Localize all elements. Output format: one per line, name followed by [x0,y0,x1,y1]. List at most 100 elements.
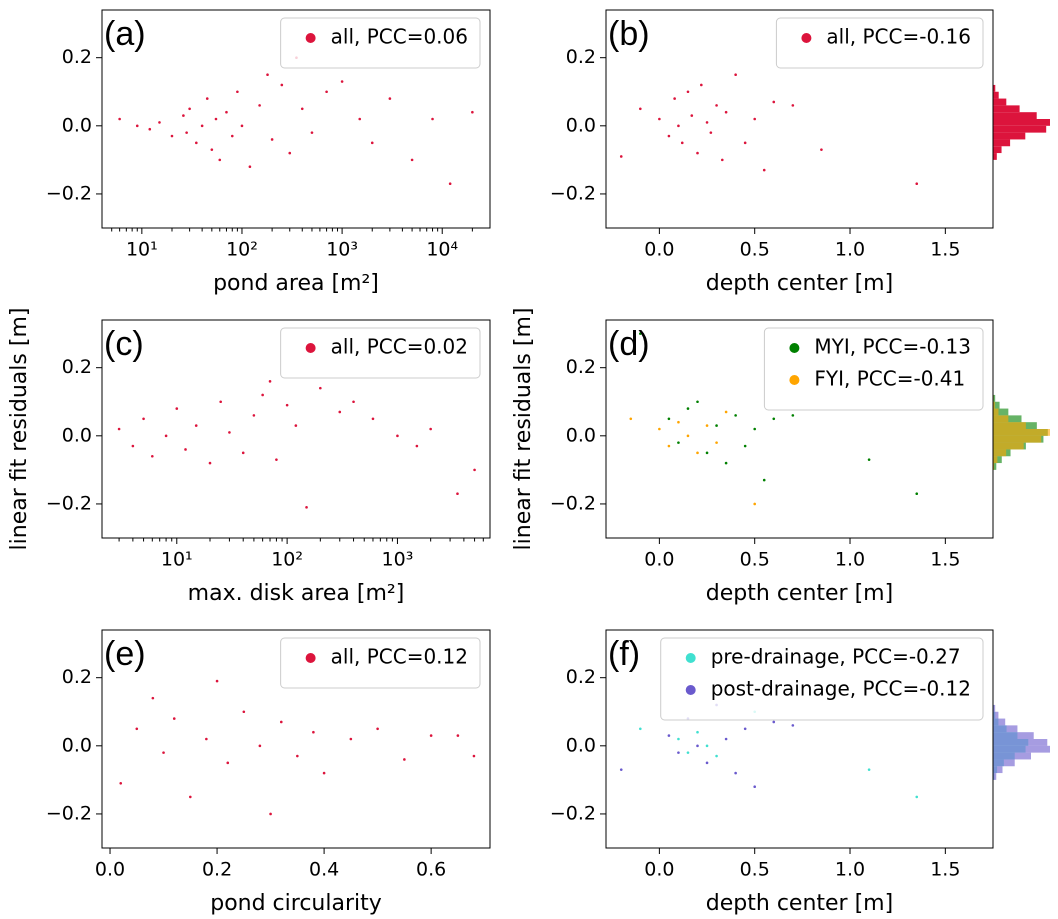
panel: 0.0 0.5 1.0 1.5 −0.2 0.0 0.2 (f) depth center [m… [550,629,1050,916]
point [753,117,756,121]
hist-bar [993,725,1018,733]
point [135,124,139,128]
axes-frame [101,319,491,539]
point [261,393,264,397]
point [184,448,187,451]
point [915,492,919,496]
point [275,458,278,461]
point [131,444,135,448]
point [175,407,179,410]
point [677,420,680,424]
point [456,734,460,737]
point [753,427,756,431]
point [791,724,795,727]
hist-bar [993,408,1009,416]
x-tick-label: 10³ [326,239,358,261]
point [370,141,374,145]
x-tick-label: 0.6 [416,859,446,881]
point [305,506,308,509]
point [915,182,919,186]
panel: 0.0 0.5 1.0 1.5 −0.2 0.0 0.2 (d) depth center [m… [511,308,1050,606]
point [236,90,239,94]
point [715,424,718,427]
legend-label: all, PCC=0.06 [331,25,468,49]
point [431,117,434,121]
points [118,56,474,186]
legend-box [775,17,984,69]
point [686,751,690,754]
legend-box [763,327,984,411]
point [162,751,165,754]
point [200,124,204,128]
point [258,744,262,748]
point [997,159,1000,162]
legend-box [280,17,481,69]
hist-bar [993,98,1007,106]
x-tick-label: 0.5 [740,239,770,261]
x-tick-label: 0.0 [95,859,125,881]
hist-bar [993,105,1020,113]
point [705,744,709,748]
point [762,478,766,482]
point [658,117,661,121]
point [240,124,244,128]
point [820,148,823,151]
point [172,717,176,720]
point [705,451,709,455]
point [724,737,728,741]
x-tick-label: 0.0 [644,859,674,881]
legend-marker [305,33,316,43]
point [705,761,709,765]
axes-frame [101,9,491,229]
point [219,400,222,404]
legend: all, PCC=0.06 [280,17,481,69]
legend-label: all, PCC=0.02 [331,335,468,359]
point [194,424,198,427]
hist-bar [993,139,1011,147]
hist-bar [993,752,1031,760]
x-tick-label: 10² [271,549,303,571]
point [218,158,222,162]
x-axis-label: max. disk area [m²] [188,581,405,606]
point [358,117,362,121]
hist-bar [993,394,996,402]
y-tick-label: −0.2 [46,802,92,824]
point [686,407,690,410]
x-axis-label: depth center [m] [706,271,893,296]
legend-label: MYI, PCC=-0.13 [814,335,971,359]
legend-label: FYI, PCC=-0.41 [814,367,965,391]
y-tick-label: −0.2 [550,182,596,204]
point [182,114,185,117]
point [225,110,228,114]
y-tick-label: −0.2 [550,492,596,514]
point [285,403,289,407]
y-tick-label: 0.2 [566,46,596,68]
point [696,730,699,734]
point [997,469,1000,472]
point [429,427,432,431]
point [340,80,344,83]
point [791,414,795,417]
point [753,502,756,506]
point [403,758,406,761]
point [352,400,355,404]
point [338,410,342,414]
point [371,417,375,421]
legend-marker [685,685,696,695]
point [288,151,292,155]
y-axis-label: linear fit residuals [m] [7,308,32,551]
x-tick-label: 1.0 [835,239,865,261]
hist-bar [993,401,995,409]
point [696,744,699,748]
point [639,332,642,335]
x-tick-label: 1.0 [835,549,865,571]
point [270,138,274,141]
x-axis-label: pond area [m²] [213,271,379,296]
point [743,141,747,145]
x-tick-label: 10¹ [161,549,193,571]
point [700,83,703,87]
hist-bar [993,132,1026,140]
point [639,727,642,731]
point [686,434,690,438]
hist-bar [993,435,1042,443]
